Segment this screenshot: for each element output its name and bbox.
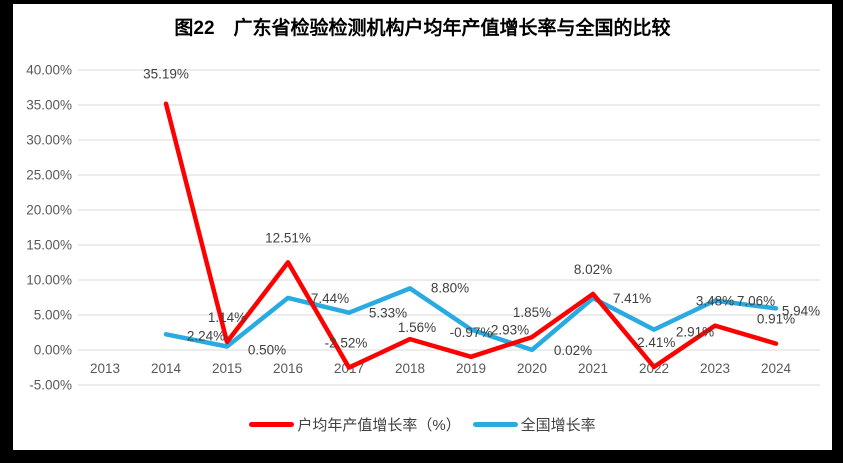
data-point-label: 5.33% — [369, 306, 407, 321]
data-point-label: 8.02% — [574, 262, 612, 277]
data-point-label: 1.85% — [513, 305, 551, 320]
blue-line-swatch — [472, 422, 518, 427]
chart-background — [13, 4, 832, 450]
data-point-label: 2.91% — [676, 325, 714, 340]
x-axis-label: 2016 — [273, 361, 303, 376]
y-tick-label: 35.00% — [26, 98, 72, 113]
data-point-label: 2.24% — [187, 328, 225, 343]
legend: 户均年产值增长率（%） 全国增长率 — [13, 414, 832, 435]
y-tick-label: 25.00% — [26, 168, 72, 183]
red-line-swatch — [249, 422, 295, 427]
data-point-label: 7.06% — [737, 294, 775, 309]
x-axis-label: 2021 — [578, 361, 608, 376]
x-axis-label: 2024 — [761, 361, 792, 376]
y-tick-label: 15.00% — [26, 238, 72, 253]
chart-title: 图22 广东省检验检测机构户均年产值增长率与全国的比较 — [174, 18, 671, 39]
data-point-label: 0.50% — [248, 343, 286, 358]
y-tick-label: 10.00% — [26, 273, 72, 288]
x-axis-label: 2018 — [395, 361, 425, 376]
series-line-blue — [163, 286, 779, 353]
data-point-label: 35.19% — [143, 67, 189, 82]
series-line-red — [163, 101, 779, 370]
data-point-label: 8.80% — [431, 280, 469, 295]
legend-label-red: 户均年产值增长率（%） — [297, 417, 461, 434]
data-point-label: 5.94% — [782, 303, 820, 318]
x-axis-label: 2014 — [151, 361, 182, 376]
data-point-label: 7.44% — [311, 291, 349, 306]
data-point-label: 1.14% — [208, 310, 246, 325]
y-tick-label: -5.00% — [29, 378, 72, 393]
x-axis-label: 2023 — [700, 361, 730, 376]
x-axis-label: 2015 — [212, 361, 242, 376]
legend-item-red: 户均年产值增长率（%） — [249, 414, 461, 435]
data-point-label: 2.93% — [491, 322, 529, 337]
data-point-label: 3.48% — [696, 294, 734, 309]
data-point-label: 0.91% — [757, 312, 795, 327]
y-tick-label: 20.00% — [26, 203, 72, 218]
x-axis-label: 2019 — [456, 361, 486, 376]
legend-item-blue: 全国增长率 — [472, 414, 596, 435]
data-point-label: 12.51% — [265, 230, 311, 245]
data-point-label: -2.41% — [633, 335, 676, 350]
x-axis-label: 2013 — [90, 361, 120, 376]
data-point-label: -2.52% — [325, 336, 368, 351]
y-tick-label: 40.00% — [26, 63, 72, 78]
data-point-label: -0.97% — [450, 325, 493, 340]
data-point-label: 7.41% — [613, 291, 651, 306]
data-point-label: 0.02% — [554, 343, 592, 358]
y-tick-label: 30.00% — [26, 133, 72, 148]
y-tick-label: 5.00% — [34, 308, 72, 323]
y-tick-label: 0.00% — [34, 343, 72, 358]
data-point-label: 1.56% — [398, 320, 436, 335]
legend-label-blue: 全国增长率 — [520, 417, 596, 434]
x-axis-label: 2020 — [517, 361, 547, 376]
